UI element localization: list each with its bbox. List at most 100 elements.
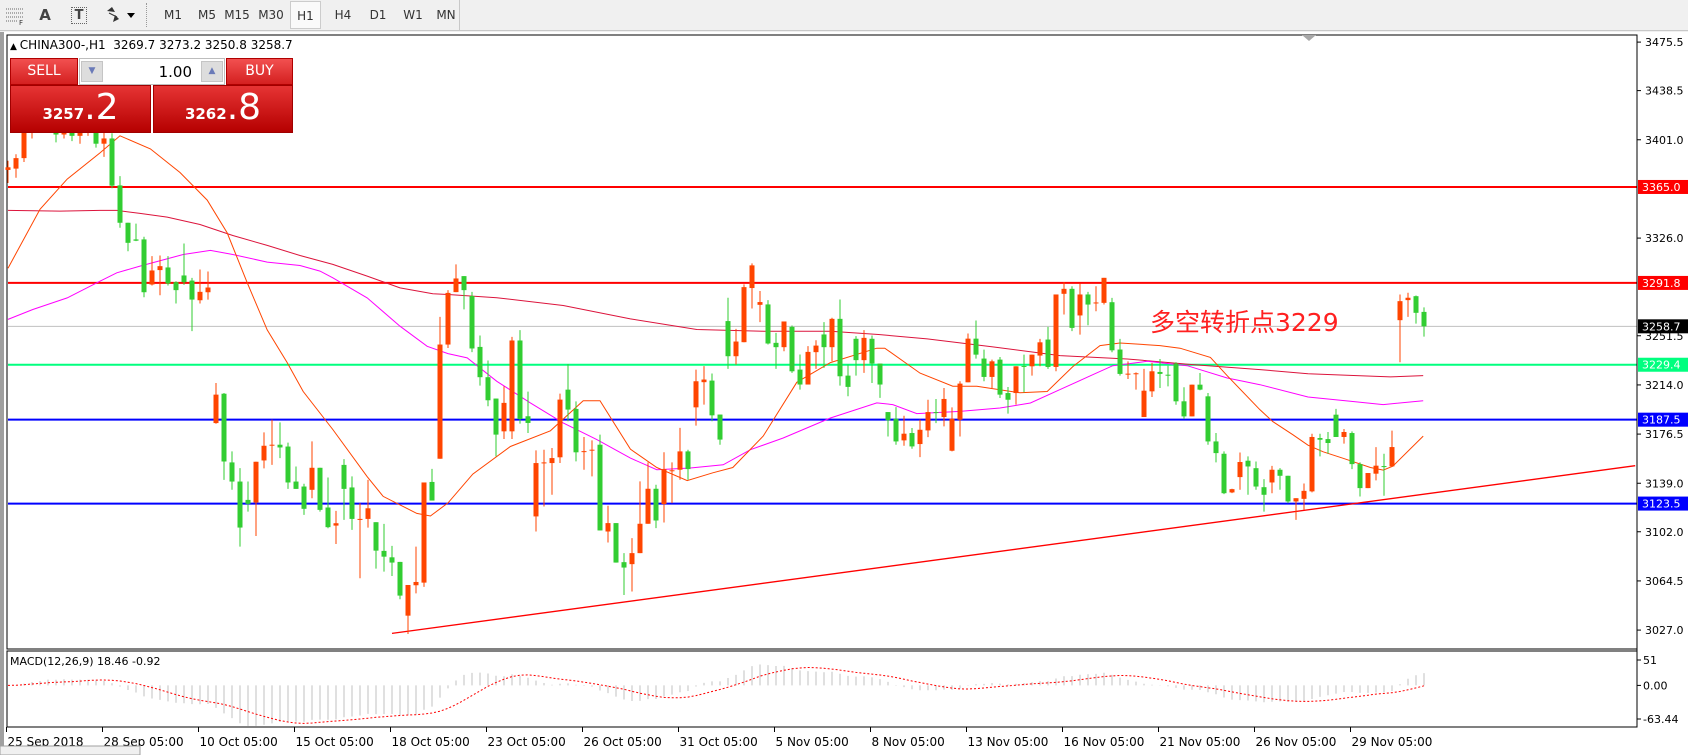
timeframe-m15[interactable]: M15: [224, 8, 250, 22]
candle-body: [389, 557, 395, 563]
candle-body: [1125, 373, 1131, 375]
candle: [517, 330, 523, 424]
price-tick-label: 3214.0: [1645, 379, 1684, 392]
candle: [741, 284, 747, 343]
candle: [749, 263, 755, 309]
candle: [1093, 286, 1099, 312]
candle-body: [997, 359, 1003, 395]
candle-body: [5, 167, 11, 170]
candle-body: [725, 321, 731, 357]
candle-body: [341, 464, 347, 489]
candle: [197, 269, 203, 304]
candle-body: [933, 412, 939, 414]
toolbar: F A T M1 M5 M15 M30 H1 H4 D1 W1 MN: [0, 0, 1688, 31]
candle: [1045, 326, 1051, 369]
text-label-icon[interactable]: T: [66, 4, 92, 26]
volume-stepper: ▼ 1.00 ▲: [79, 58, 225, 85]
arrows-icon[interactable]: [102, 4, 138, 26]
candle: [269, 419, 275, 465]
candle-body: [421, 482, 427, 583]
timeframe-m30[interactable]: M30: [258, 8, 284, 22]
candle-body: [1157, 371, 1163, 374]
timeframe-mn[interactable]: MN: [436, 8, 456, 22]
candle-body: [261, 445, 267, 461]
timeframe-h1[interactable]: H1: [290, 1, 321, 29]
candle: [757, 291, 763, 323]
candle: [1189, 384, 1195, 417]
candle-body: [1029, 354, 1035, 367]
sell-button[interactable]: SELL: [10, 58, 78, 85]
candle-body: [861, 337, 867, 361]
candle-body: [1421, 311, 1427, 327]
sell-price-button[interactable]: 3257.2: [10, 85, 151, 133]
candle: [101, 130, 107, 157]
chart-shift-marker-icon[interactable]: [1302, 35, 1316, 41]
candle: [877, 363, 883, 398]
candle-body: [781, 321, 787, 348]
candle-body: [213, 394, 219, 424]
candle: [1317, 433, 1323, 457]
candle-body: [797, 369, 803, 385]
text-icon[interactable]: A: [39, 6, 51, 24]
candle: [1245, 456, 1251, 495]
candle-body: [517, 340, 523, 420]
moving-average-mid-line: [7, 249, 1424, 471]
time-tick-label: 16 Nov 05:00: [1064, 735, 1145, 749]
arrows-glyph: [107, 7, 135, 22]
candle: [413, 546, 419, 594]
timeframe-h4[interactable]: H4: [334, 8, 352, 22]
candle-body: [493, 398, 499, 435]
candle: [813, 340, 819, 369]
candle-body: [589, 449, 595, 451]
chart-tab[interactable]: [0, 745, 141, 755]
candle-body: [453, 278, 459, 293]
candle-body: [437, 344, 443, 459]
candle-body: [1109, 302, 1115, 351]
trendline[interactable]: [391, 465, 1636, 635]
candle: [1333, 408, 1339, 437]
candle: [477, 335, 483, 386]
buy-price-button[interactable]: 3262.8: [153, 85, 293, 133]
candle-body: [909, 433, 915, 447]
volume-input[interactable]: 1.00: [158, 63, 192, 81]
candle: [373, 522, 379, 569]
chart-annotation-text[interactable]: 多空转折点3229: [1150, 308, 1339, 337]
timeframe-w1[interactable]: W1: [403, 8, 423, 22]
candle: [1053, 294, 1059, 372]
candle: [893, 407, 899, 445]
timeframe-m5[interactable]: M5: [198, 8, 216, 22]
candle-body: [1253, 468, 1259, 487]
candle: [1205, 393, 1211, 445]
candle-body: [597, 444, 603, 531]
candle: [1157, 358, 1163, 388]
candle-body: [1405, 297, 1411, 301]
macd-tick-label: -63.44: [1643, 713, 1678, 726]
candle: [1141, 368, 1147, 418]
candle-body: [1261, 487, 1267, 495]
volume-increase-icon[interactable]: ▲: [201, 61, 223, 82]
candle-body: [109, 138, 115, 186]
candle: [445, 290, 451, 348]
candle: [869, 335, 875, 383]
level-price-tag-bg: [1638, 412, 1688, 427]
candle: [573, 401, 579, 462]
macd-tick-label: 51: [1643, 654, 1657, 667]
timeframe-d1[interactable]: D1: [369, 8, 387, 22]
candle: [309, 441, 315, 499]
candle: [1421, 307, 1427, 337]
volume-decrease-icon[interactable]: ▼: [81, 61, 103, 82]
candle-body: [285, 446, 291, 483]
buy-button[interactable]: BUY: [226, 58, 293, 85]
candle-body: [757, 302, 763, 305]
price-tick-label: 3176.5: [1645, 428, 1684, 441]
timeframe-m1[interactable]: M1: [164, 8, 182, 22]
ohlc-values: 3269.7 3273.2 3250.8 3258.7: [113, 38, 293, 52]
candle: [1061, 282, 1067, 315]
candle-body: [333, 523, 339, 526]
candle-body: [733, 341, 739, 357]
collapse-triangle-icon[interactable]: ▲: [10, 42, 20, 52]
candle-body: [445, 292, 451, 345]
grid-fibo-icon[interactable]: F: [2, 4, 28, 26]
candle-body: [709, 380, 715, 416]
